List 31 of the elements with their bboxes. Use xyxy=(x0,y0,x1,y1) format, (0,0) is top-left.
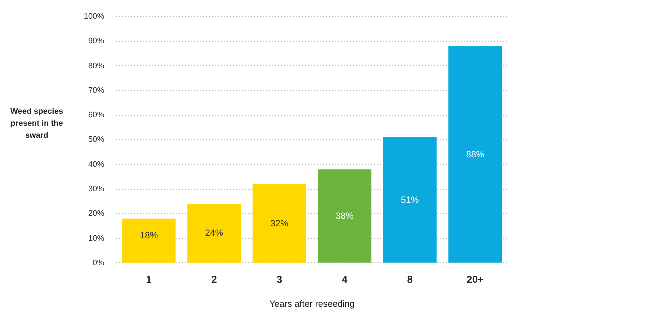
y-axis-title: Weed species present in the sward xyxy=(10,107,64,140)
bar xyxy=(318,170,372,263)
bar xyxy=(252,184,306,263)
x-tick-label: 3 xyxy=(276,274,283,286)
y-tick-label: 90% xyxy=(88,36,104,46)
y-tick-label: 30% xyxy=(88,184,104,194)
bar xyxy=(188,204,242,263)
y-tick-label: 70% xyxy=(88,86,104,95)
x-axis-title: Years after reseeding xyxy=(270,299,355,310)
data-label: 18% xyxy=(140,230,158,241)
y-tick-label: 40% xyxy=(88,160,104,169)
x-tick-label: 1 xyxy=(146,274,152,286)
x-tick-label: 8 xyxy=(407,274,414,286)
data-label: 38% xyxy=(336,210,354,221)
y-tick-label: 0% xyxy=(92,258,104,268)
data-label: 32% xyxy=(270,218,289,228)
data-label: 24% xyxy=(205,228,224,238)
bar xyxy=(448,46,502,263)
y-tick-label: 60% xyxy=(88,110,104,120)
x-tick-label: 20+ xyxy=(466,274,484,286)
data-label: 88% xyxy=(466,149,484,160)
data-label: 51% xyxy=(401,194,420,205)
bar xyxy=(383,138,437,263)
x-tick-label: 4 xyxy=(342,274,348,286)
y-tick-label: 100% xyxy=(84,12,104,22)
y-tick-label: 20% xyxy=(88,209,104,218)
x-tick-label: 2 xyxy=(212,274,218,286)
bar xyxy=(122,218,176,263)
y-tick-label: 50% xyxy=(88,135,104,144)
y-tick-label: 10% xyxy=(88,234,104,243)
y-tick-label: 80% xyxy=(88,61,104,70)
